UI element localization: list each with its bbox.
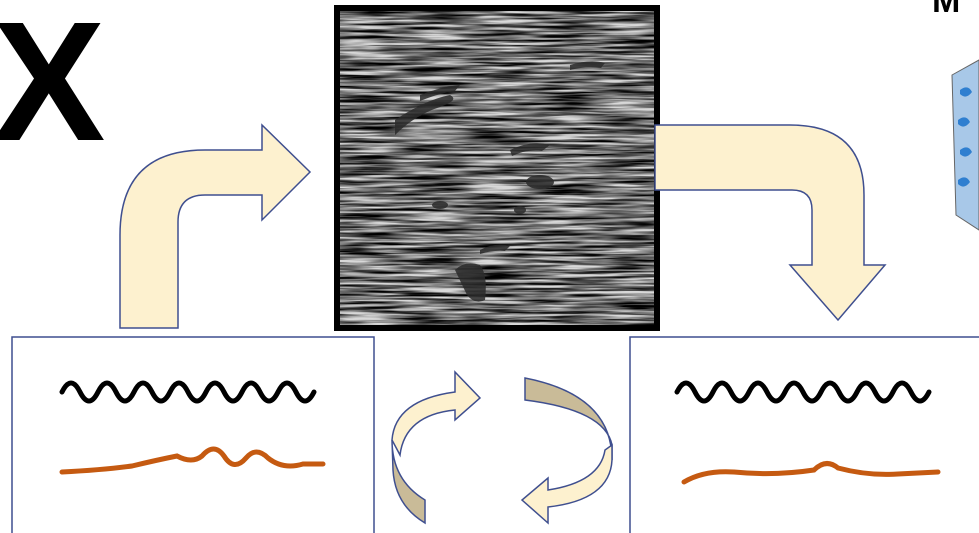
cycle-arrow-top — [392, 372, 480, 455]
right-box — [630, 337, 979, 533]
diagram: X M — [0, 0, 979, 533]
cycle-band-left — [392, 440, 425, 523]
micrograph — [340, 11, 654, 325]
arrow-right-down — [655, 125, 885, 320]
arrow-up-right — [120, 125, 310, 328]
cycle-band-right — [525, 378, 612, 460]
cropped-title: M — [932, 0, 960, 20]
cube-icon — [952, 60, 979, 230]
big-letter: X — [0, 0, 105, 177]
left-box — [12, 337, 374, 533]
cycle-arrow-bottom — [522, 445, 612, 523]
